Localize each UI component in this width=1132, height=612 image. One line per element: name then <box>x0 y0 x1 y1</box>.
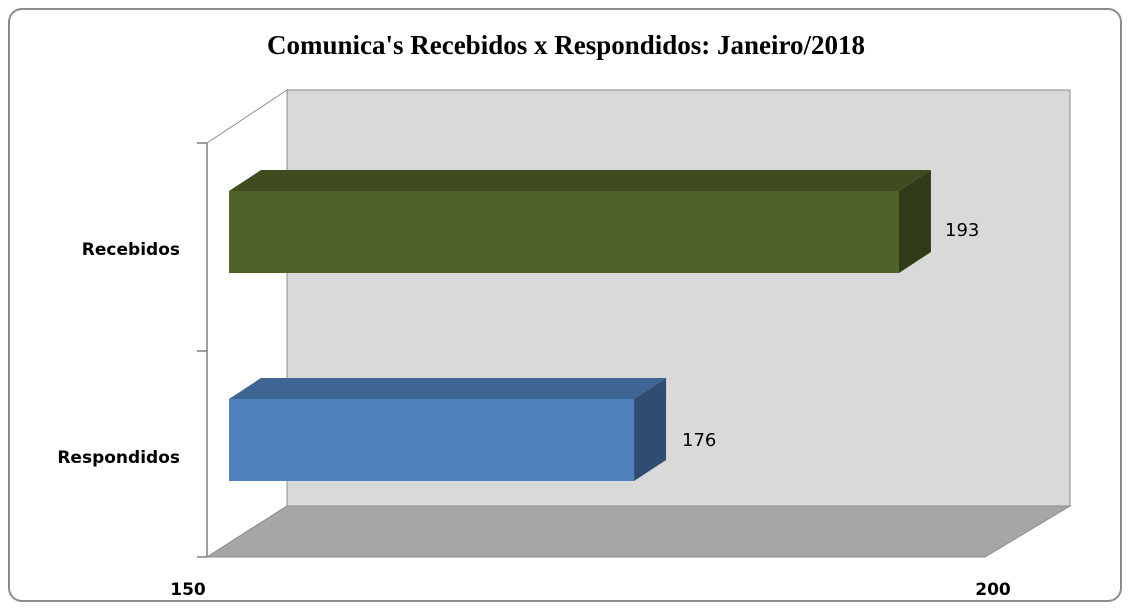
side-wall <box>206 89 288 558</box>
x-tick-label-min: 150 <box>170 580 206 600</box>
x-tick-label-max: 200 <box>975 580 1011 600</box>
data-label-recebidos: 193 <box>945 220 979 241</box>
bar-top-recebidos <box>229 170 931 191</box>
bar-respondidos <box>229 399 635 481</box>
bar-top-respondidos <box>229 378 667 399</box>
bar-side-respondidos <box>634 378 667 481</box>
bars-group <box>229 170 931 481</box>
data-label-respondidos: 176 <box>682 430 716 451</box>
category-label-recebidos: Recebidos <box>82 240 180 260</box>
floor <box>205 505 1072 558</box>
category-label-respondidos: Respondidos <box>57 448 180 468</box>
bar-recebidos <box>229 191 899 273</box>
bar-side-recebidos <box>898 170 931 273</box>
chart-title: Comunica's Recebidos x Respondidos: Jane… <box>267 30 865 60</box>
